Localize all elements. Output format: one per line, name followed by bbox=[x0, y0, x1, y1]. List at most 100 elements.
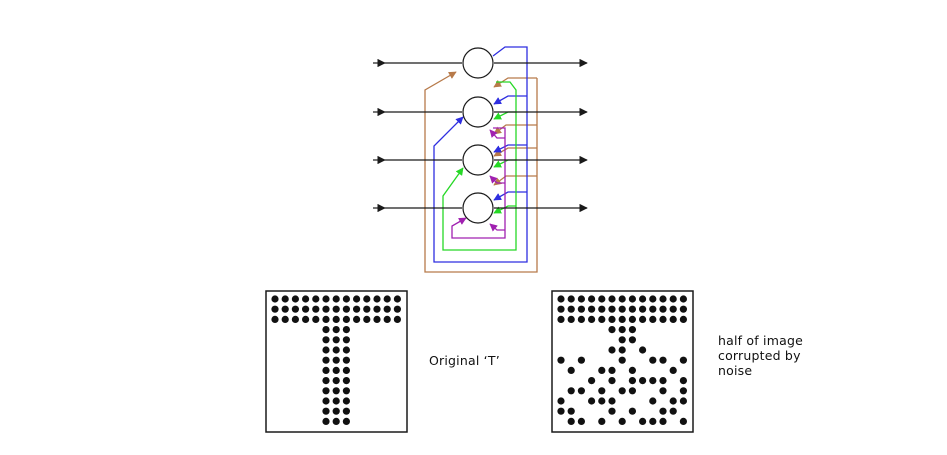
pattern-dot bbox=[598, 397, 606, 405]
pattern-dot bbox=[557, 356, 565, 364]
pattern-dot bbox=[577, 356, 586, 364]
pattern-dot bbox=[679, 356, 688, 364]
pattern-dot bbox=[649, 295, 657, 303]
pattern-dot bbox=[669, 295, 677, 303]
pattern-dot bbox=[659, 315, 667, 323]
pattern-dot bbox=[608, 305, 616, 313]
pattern-dot bbox=[598, 366, 606, 374]
pattern-dot bbox=[567, 295, 575, 303]
pattern-dot bbox=[659, 295, 667, 303]
pattern-dot bbox=[618, 326, 626, 334]
pattern-dot bbox=[322, 305, 330, 313]
pattern-dot bbox=[557, 315, 565, 323]
pattern-dot bbox=[649, 356, 657, 364]
pattern-dot bbox=[557, 305, 565, 313]
pattern-dot bbox=[588, 295, 596, 303]
pattern-dot bbox=[557, 407, 565, 415]
pattern-dot bbox=[322, 387, 330, 395]
corrupted-pattern-grid bbox=[557, 295, 688, 425]
pattern-dot bbox=[332, 387, 340, 395]
pattern-dot bbox=[598, 417, 606, 425]
pattern-dot bbox=[608, 377, 616, 385]
pattern-dot bbox=[618, 356, 626, 364]
pattern-dot bbox=[669, 397, 677, 405]
corrupted-caption-line: corrupted by bbox=[718, 348, 801, 363]
pattern-dot bbox=[628, 295, 637, 303]
pattern-dot bbox=[567, 315, 575, 323]
pattern-dot bbox=[659, 387, 667, 395]
pattern-dot bbox=[342, 295, 350, 303]
original-pattern-grid bbox=[271, 295, 401, 425]
pattern-dot bbox=[281, 295, 289, 303]
pattern-dot bbox=[332, 326, 340, 334]
pattern-dot bbox=[577, 417, 586, 425]
pattern-dot bbox=[342, 356, 350, 364]
pattern-dot bbox=[618, 295, 626, 303]
pattern-dot bbox=[679, 417, 688, 425]
pattern-dot bbox=[608, 315, 616, 323]
pattern-dot bbox=[322, 397, 330, 405]
pattern-dot bbox=[363, 305, 371, 313]
pattern-dot bbox=[639, 295, 647, 303]
neuron-2 bbox=[462, 96, 494, 128]
pattern-dot bbox=[608, 326, 616, 334]
pattern-dot bbox=[342, 315, 350, 323]
pattern-dot bbox=[567, 387, 575, 395]
pattern-dot bbox=[353, 295, 361, 303]
pattern-dot bbox=[649, 397, 657, 405]
pattern-dot bbox=[322, 315, 330, 323]
pattern-dot bbox=[679, 397, 688, 405]
pattern-dot bbox=[618, 346, 626, 354]
pattern-dot bbox=[302, 315, 310, 323]
pattern-dot bbox=[312, 315, 320, 323]
pattern-dot bbox=[659, 377, 667, 385]
pattern-dot bbox=[649, 315, 657, 323]
pattern-dot bbox=[618, 315, 626, 323]
pattern-dot bbox=[322, 336, 330, 344]
pattern-dot bbox=[342, 346, 350, 354]
pattern-dot bbox=[679, 315, 688, 323]
pattern-dot bbox=[557, 397, 565, 405]
pattern-dot bbox=[618, 417, 626, 425]
corrupted-pattern-caption: half of image corrupted by noise bbox=[718, 333, 838, 378]
pattern-dot bbox=[659, 305, 667, 313]
pattern-dot bbox=[271, 315, 279, 323]
pattern-dot bbox=[608, 407, 616, 415]
pattern-dot bbox=[373, 295, 381, 303]
pattern-dot bbox=[598, 305, 606, 313]
pattern-dot bbox=[383, 315, 391, 323]
pattern-dot bbox=[332, 305, 340, 313]
pattern-dot bbox=[291, 295, 299, 303]
pattern-dot bbox=[628, 366, 637, 374]
neuron-3 bbox=[462, 144, 494, 176]
pattern-dot bbox=[322, 295, 330, 303]
pattern-dot bbox=[363, 295, 371, 303]
pattern-dot bbox=[608, 295, 616, 303]
pattern-dot bbox=[383, 295, 391, 303]
network-diagram bbox=[373, 46, 588, 273]
pattern-dot bbox=[588, 315, 596, 323]
pattern-dot bbox=[302, 305, 310, 313]
pattern-dot bbox=[567, 305, 575, 313]
pattern-dot bbox=[332, 417, 340, 425]
pattern-dot bbox=[342, 377, 350, 385]
pattern-dot bbox=[322, 417, 330, 425]
pattern-dot bbox=[639, 417, 647, 425]
pattern-dot bbox=[669, 407, 677, 415]
pattern-dot bbox=[577, 305, 586, 313]
pattern-dot bbox=[577, 315, 586, 323]
pattern-dot bbox=[608, 366, 616, 374]
pattern-dot bbox=[332, 366, 340, 374]
pattern-dot bbox=[322, 326, 330, 334]
pattern-dot bbox=[649, 377, 657, 385]
pattern-dot bbox=[557, 295, 565, 303]
pattern-dot bbox=[332, 397, 340, 405]
purple-feedback-path bbox=[451, 127, 506, 239]
pattern-dot bbox=[281, 305, 289, 313]
pattern-dot bbox=[669, 366, 677, 374]
pattern-dot bbox=[618, 387, 626, 395]
pattern-dot bbox=[588, 305, 596, 313]
corrupted-pattern-panel bbox=[551, 290, 694, 433]
pattern-dot bbox=[393, 295, 401, 303]
